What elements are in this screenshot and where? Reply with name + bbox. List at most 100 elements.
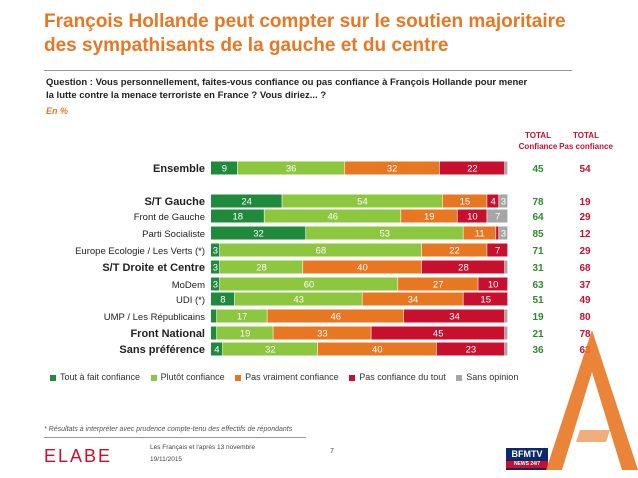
legend-label-sans-opinion: Sans opinion bbox=[466, 372, 519, 382]
category-label-front-de-gauche: Front de Gauche bbox=[134, 212, 205, 223]
legend-swatch-pas-vraiment bbox=[235, 374, 242, 381]
data-label-ensemble-plutot: 36 bbox=[286, 164, 297, 175]
col-header-pas-confiance-line-2: Pas confiance bbox=[559, 142, 613, 151]
data-label-parti-socialiste-plutot: 53 bbox=[379, 229, 390, 240]
bar-parti-socialiste-sans-opinion bbox=[499, 226, 508, 240]
bar-ump-les-republicains-pas-vraiment bbox=[267, 309, 404, 323]
data-label-udi-pas-vraiment: 34 bbox=[408, 295, 419, 306]
bfmtv-logo: BFMTV NEWS 24/7 bbox=[506, 448, 548, 470]
footer-study: Les Français et l'après 13 novembre bbox=[150, 444, 255, 451]
bar-ensemble-pas-vraiment bbox=[344, 161, 440, 175]
total-pas-confiance-ump-les-republicains: 80 bbox=[579, 312, 591, 323]
category-label-udi: UDI (*) bbox=[176, 295, 205, 306]
bar-ensemble-pas-du-tout bbox=[439, 161, 505, 175]
bar-s-t-gauche-tout-a-fait bbox=[211, 194, 282, 208]
data-label-s-t-droite-et-centre-tout-a-fait: 3 bbox=[213, 263, 218, 274]
data-label-modem-tout-a-fait: 3 bbox=[213, 280, 218, 291]
elabe-logo: ELABE bbox=[44, 446, 112, 466]
bar-udi-pas-vraiment bbox=[362, 292, 463, 306]
bar-parti-socialiste-plutot bbox=[306, 226, 463, 240]
data-label-s-t-gauche-tout-a-fait: 24 bbox=[241, 197, 252, 208]
col-header-pas-confiance-line-1: TOTAL bbox=[573, 131, 599, 140]
title-line-1: François Hollande peut compter sur le so… bbox=[44, 11, 566, 32]
question-text: Question : Vous personnellement, faites-… bbox=[46, 76, 566, 102]
unit-label: En % bbox=[46, 106, 69, 116]
bar-europe-ecologie-les-verts-tout-a-fait bbox=[211, 243, 220, 257]
legend-label-pas-vraiment: Pas vraiment confiance bbox=[245, 372, 339, 382]
total-pas-confiance-modem: 37 bbox=[579, 280, 591, 291]
category-label-s-t-droite-et-centre: S/T Droite et Centre bbox=[102, 262, 205, 274]
data-label-udi-pas-du-tout: 15 bbox=[480, 295, 491, 306]
total-pas-confiance-sans-preference: 63 bbox=[579, 345, 591, 356]
data-label-front-de-gauche-tout-a-fait: 18 bbox=[232, 212, 243, 223]
question-line-2: la lutte contre la menace terroriste en … bbox=[46, 90, 327, 101]
bar-s-t-gauche-plutot bbox=[282, 194, 443, 208]
bar-s-t-droite-et-centre-pas-du-tout bbox=[421, 260, 505, 274]
bar-front-de-gauche-pas-vraiment bbox=[401, 209, 457, 223]
total-confiance-modem: 63 bbox=[532, 280, 544, 291]
bar-ensemble-plutot bbox=[237, 161, 345, 175]
total-confiance-europe-ecologie-les-verts: 71 bbox=[532, 246, 544, 257]
title-divider bbox=[44, 70, 572, 71]
bar-parti-socialiste-tout-a-fait bbox=[211, 226, 306, 240]
data-label-front-national-plutot: 19 bbox=[240, 329, 251, 340]
category-label-front-national: Front National bbox=[130, 328, 205, 340]
data-label-ump-les-republicains-pas-du-tout: 34 bbox=[449, 312, 460, 323]
decorative-triangle bbox=[546, 330, 638, 470]
bar-front-national-sans-opinion bbox=[505, 326, 508, 340]
elabe-logo-text: ELABE bbox=[44, 446, 112, 466]
bar-front-de-gauche-sans-opinion bbox=[487, 209, 508, 223]
total-confiance-s-t-droite-et-centre: 31 bbox=[532, 263, 544, 274]
bar-s-t-droite-et-centre-tout-a-fait bbox=[211, 260, 220, 274]
col-header-confiance-line-2: Confiance bbox=[518, 142, 558, 151]
legend-item-sans-opinion: Sans opinion bbox=[456, 372, 518, 382]
bar-front-national-plutot bbox=[216, 326, 273, 340]
data-label-s-t-droite-et-centre-pas-du-tout: 28 bbox=[458, 263, 469, 274]
page-number: 7 bbox=[330, 448, 334, 455]
category-label-ensemble: Ensemble bbox=[153, 163, 205, 175]
footnote: * Résultats à interpréter avec prudence … bbox=[44, 426, 293, 433]
data-label-parti-socialiste-sans-opinion: 3 bbox=[501, 229, 506, 240]
bar-s-t-droite-et-centre-plutot bbox=[219, 260, 303, 274]
bar-modem-plutot bbox=[219, 277, 398, 291]
bfmtv-logo-sub: NEWS 24/7 bbox=[506, 461, 548, 468]
total-pas-confiance-parti-socialiste: 12 bbox=[579, 229, 591, 240]
legend-swatch-tout-a-fait bbox=[50, 374, 56, 381]
data-label-s-t-droite-et-centre-pas-vraiment: 40 bbox=[357, 263, 368, 274]
total-pas-confiance-front-national: 78 bbox=[579, 329, 591, 340]
data-label-modem-plutot: 60 bbox=[304, 280, 315, 291]
col-header-confiance-line-1: TOTAL bbox=[525, 131, 551, 140]
bar-s-t-droite-et-centre-pas-vraiment bbox=[303, 260, 422, 274]
data-label-udi-plutot: 43 bbox=[293, 295, 304, 306]
bar-ensemble-sans-opinion bbox=[505, 161, 508, 175]
data-label-ump-les-republicains-pas-vraiment: 46 bbox=[330, 312, 341, 323]
data-label-s-t-gauche-pas-vraiment: 15 bbox=[460, 197, 471, 208]
bar-parti-socialiste-pas-du-tout bbox=[496, 226, 499, 240]
data-label-front-de-gauche-pas-vraiment: 19 bbox=[424, 212, 435, 223]
title-line-2: des sympathisants de la gauche et du cen… bbox=[44, 35, 449, 56]
total-pas-confiance-s-t-droite-et-centre: 68 bbox=[579, 263, 591, 274]
bar-front-de-gauche-pas-du-tout bbox=[457, 209, 487, 223]
bar-sans-preference-plutot bbox=[222, 342, 318, 356]
data-label-ensemble-tout-a-fait: 9 bbox=[222, 164, 227, 175]
data-label-front-de-gauche-pas-du-tout: 10 bbox=[467, 212, 478, 223]
legend-item-tout-a-fait: Tout à fait confiance bbox=[50, 372, 140, 382]
bar-udi-pas-du-tout bbox=[463, 292, 508, 306]
stacked-bar-chart: Ensemble 9 36 32 22 45 54S/T Gauche 24 54 15 4 3 78 1… bbox=[75, 161, 591, 356]
total-confiance-sans-preference: 36 bbox=[532, 345, 544, 356]
bar-sans-preference-tout-a-fait bbox=[211, 342, 223, 356]
bar-s-t-gauche-sans-opinion bbox=[499, 194, 508, 208]
data-label-sans-preference-pas-vraiment: 40 bbox=[372, 345, 383, 356]
bar-udi-tout-a-fait bbox=[211, 292, 235, 306]
data-label-ensemble-pas-vraiment: 32 bbox=[387, 164, 398, 175]
category-label-s-t-gauche: S/T Gauche bbox=[144, 196, 205, 208]
data-label-europe-ecologie-les-verts-pas-du-tout: 7 bbox=[495, 246, 500, 257]
data-label-parti-socialiste-pas-vraiment: 11 bbox=[475, 229, 485, 240]
bar-ump-les-republicains-sans-opinion bbox=[505, 309, 508, 323]
bar-europe-ecologie-les-verts-pas-vraiment bbox=[421, 243, 487, 257]
data-label-udi-tout-a-fait: 8 bbox=[220, 295, 225, 306]
footnote-divider bbox=[44, 437, 306, 438]
legend-swatch-pas-du-tout bbox=[349, 374, 356, 381]
legend-label-tout-a-fait: Tout à fait confiance bbox=[60, 372, 141, 382]
legend-swatch-plutot bbox=[150, 374, 157, 381]
